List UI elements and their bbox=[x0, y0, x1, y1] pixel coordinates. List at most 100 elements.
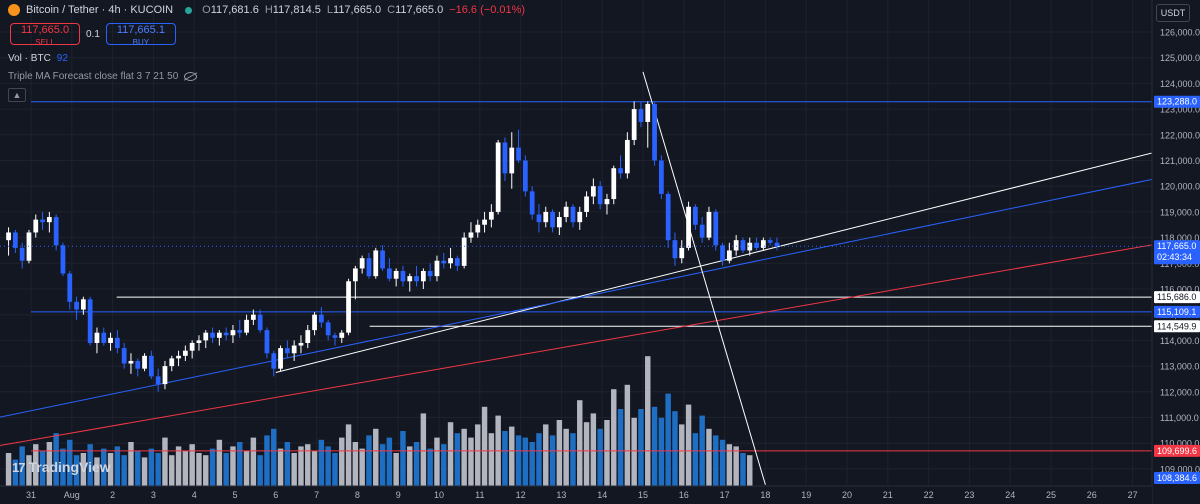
price-label-text: 123,288.0 bbox=[1157, 97, 1197, 107]
time-tick-label: 8 bbox=[355, 490, 360, 500]
volume-bar bbox=[529, 442, 535, 486]
tradingview-logo[interactable]: 17 TradingView bbox=[12, 459, 111, 475]
volume-bar bbox=[740, 453, 746, 486]
candle-body bbox=[230, 330, 236, 336]
volume-bar bbox=[726, 444, 733, 486]
ma-indicator-legend[interactable]: Triple MA Forecast close flat 3 7 21 50 bbox=[8, 71, 198, 82]
volume-bar bbox=[87, 444, 93, 486]
candle-body bbox=[284, 348, 290, 354]
volume-indicator-legend[interactable]: Vol · BTC 92 bbox=[8, 53, 68, 64]
high-label: H bbox=[264, 4, 273, 16]
candle-body bbox=[53, 217, 59, 246]
candle-body bbox=[543, 211, 549, 223]
candle-body bbox=[380, 250, 385, 269]
price-tick-label: 116,000.0 bbox=[1160, 285, 1199, 295]
time-axis[interactable]: 31 Aug 2 3 4 5 6 7 8 9 10 11 12 13 14 15 16 17 18 19 20 21 22 2… bbox=[0, 485, 1152, 504]
candle-body bbox=[679, 247, 685, 259]
candle-body bbox=[237, 330, 243, 333]
symbol-title[interactable]: Bitcoin / Tether · 4h · KUCOIN bbox=[26, 4, 174, 16]
trade-panel: 117,665.0 SELL 0.1 117,665.1 BUY bbox=[10, 23, 176, 47]
volume-bar bbox=[468, 437, 474, 486]
candle-body bbox=[747, 242, 753, 251]
candle-body bbox=[346, 281, 351, 333]
bitcoin-logo-icon bbox=[8, 4, 20, 16]
price-tick-label: 124,000.0 bbox=[1160, 79, 1200, 89]
price-tick-label: 114,000.0 bbox=[1160, 336, 1199, 346]
candle-body bbox=[400, 271, 406, 282]
time-tick-label: 26 bbox=[1087, 490, 1097, 500]
candle-body bbox=[488, 211, 494, 220]
candle-body bbox=[652, 103, 657, 161]
volume-bar bbox=[536, 433, 542, 486]
volume-indicator-label: Vol · BTC bbox=[8, 53, 51, 64]
volume-bar bbox=[611, 389, 617, 486]
volume-bar bbox=[400, 431, 406, 486]
volume-bar bbox=[114, 446, 121, 486]
candle-body bbox=[461, 237, 467, 266]
volume-bar bbox=[243, 450, 250, 486]
sell-button[interactable]: 117,665.0 SELL bbox=[10, 23, 80, 47]
volume-bar bbox=[12, 459, 19, 486]
candle-body bbox=[550, 211, 555, 228]
candle-body bbox=[597, 186, 603, 205]
price-label-badge bbox=[1154, 305, 1200, 318]
candle-body bbox=[468, 232, 474, 238]
candle-body bbox=[760, 240, 766, 248]
candle-body bbox=[536, 214, 542, 223]
volume-bar bbox=[67, 439, 73, 486]
volume-bar bbox=[5, 453, 12, 486]
candle-body bbox=[584, 196, 589, 212]
volume-bar bbox=[441, 444, 447, 486]
trend-line[interactable] bbox=[0, 237, 1194, 446]
volume-bar bbox=[332, 453, 338, 486]
trend-line[interactable] bbox=[642, 71, 766, 485]
volume-bar bbox=[121, 455, 127, 486]
candle-body bbox=[19, 247, 25, 261]
volume-bar bbox=[379, 444, 386, 486]
candle-body bbox=[645, 103, 651, 122]
volume-bar bbox=[182, 450, 189, 486]
candle-body bbox=[108, 337, 113, 343]
hidden-eye-icon[interactable] bbox=[184, 72, 198, 81]
buy-button[interactable]: 117,665.1 BUY bbox=[105, 23, 176, 47]
volume-bar bbox=[515, 435, 522, 486]
volume-bar bbox=[658, 417, 665, 486]
time-tick-label: 12 bbox=[516, 490, 526, 500]
currency-selector[interactable]: USDT bbox=[1156, 4, 1190, 22]
candle-body bbox=[631, 109, 637, 140]
candle-body bbox=[570, 206, 576, 223]
price-label-badge bbox=[1154, 95, 1200, 108]
price-label-badge bbox=[1154, 291, 1200, 304]
candle-body bbox=[128, 360, 134, 364]
volume-bar bbox=[556, 420, 563, 486]
collapse-legend-button[interactable]: ▲ bbox=[8, 88, 26, 102]
candle-body bbox=[495, 142, 501, 212]
candle-body bbox=[665, 193, 671, 241]
price-tick-label: 113,000.0 bbox=[1160, 362, 1199, 372]
volume-bar bbox=[345, 424, 352, 486]
candle-body bbox=[434, 260, 440, 277]
trend-line[interactable] bbox=[275, 142, 1194, 374]
volume-bar bbox=[135, 450, 141, 486]
price-tick-label: 120,000.0 bbox=[1160, 182, 1200, 192]
high-value: 117,814.5 bbox=[272, 4, 321, 16]
time-tick-label: 5 bbox=[232, 490, 237, 500]
buy-label: BUY bbox=[132, 38, 150, 47]
volume-bar bbox=[373, 428, 379, 486]
price-tick-label: 119,000.0 bbox=[1160, 207, 1199, 217]
time-tick-label: 19 bbox=[801, 490, 811, 500]
time-tick-label: 2 bbox=[110, 490, 115, 500]
volume-bar bbox=[604, 420, 610, 486]
candle-body bbox=[182, 350, 188, 356]
time-tick-label: 9 bbox=[396, 490, 401, 500]
volume-bar bbox=[80, 453, 87, 486]
price-axis[interactable]: 126,000.0 125,000.0 124,000.0 123,000.0 122,… bbox=[1151, 0, 1200, 504]
candle-body bbox=[740, 240, 746, 251]
trend-line[interactable] bbox=[0, 170, 1194, 418]
order-quantity[interactable]: 0.1 bbox=[86, 28, 100, 40]
candle-body bbox=[271, 353, 277, 369]
volume-bar bbox=[719, 439, 726, 486]
volume-bar bbox=[277, 448, 284, 486]
volume-bar bbox=[26, 455, 32, 486]
